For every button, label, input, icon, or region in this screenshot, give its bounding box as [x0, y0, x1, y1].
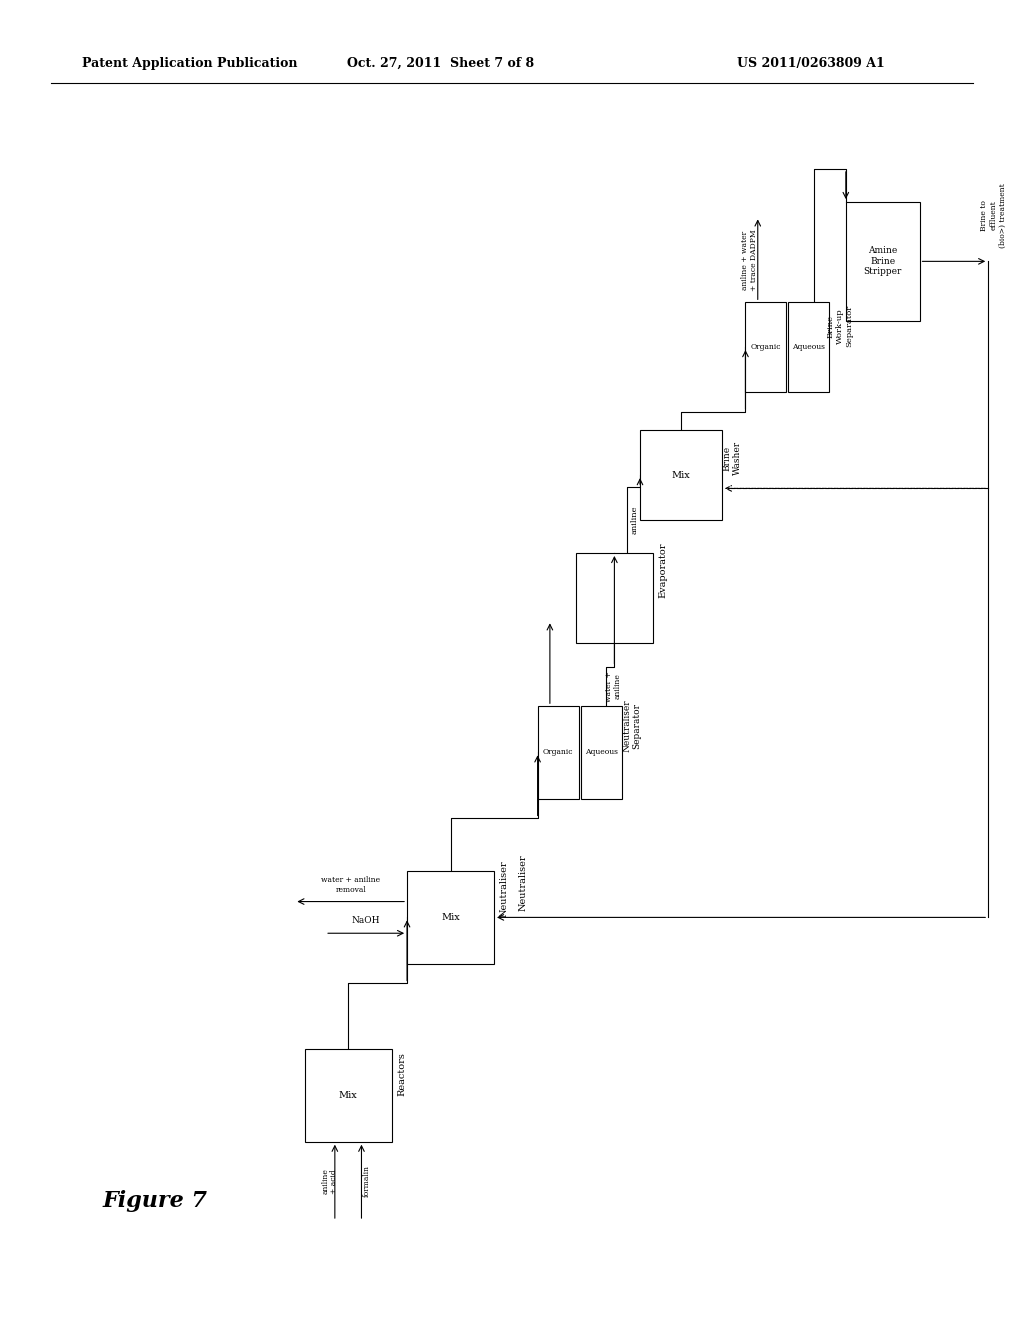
Text: Patent Application Publication: Patent Application Publication — [82, 57, 297, 70]
Text: Neutraliser: Neutraliser — [518, 854, 527, 911]
Text: Aqueous: Aqueous — [585, 748, 617, 756]
Text: Organic: Organic — [543, 748, 573, 756]
Bar — [581, 706, 622, 799]
Text: Mix: Mix — [441, 913, 460, 921]
Text: Figure 7: Figure 7 — [102, 1191, 208, 1212]
Bar — [745, 302, 786, 392]
Text: US 2011/0263809 A1: US 2011/0263809 A1 — [737, 57, 885, 70]
Text: aniline + water
+ trace DADPM: aniline + water + trace DADPM — [741, 230, 758, 290]
Text: formalin: formalin — [362, 1166, 371, 1197]
Bar — [846, 202, 920, 321]
Text: water +
aniline: water + aniline — [605, 671, 622, 702]
Text: Neutraliser: Neutraliser — [500, 861, 509, 917]
Text: Evaporator: Evaporator — [658, 543, 668, 598]
Text: Neutraliser
Separator: Neutraliser Separator — [623, 700, 641, 752]
Bar — [575, 553, 653, 643]
Text: Oct. 27, 2011  Sheet 7 of 8: Oct. 27, 2011 Sheet 7 of 8 — [347, 57, 534, 70]
Text: NaOH: NaOH — [352, 916, 380, 925]
Bar — [538, 706, 579, 799]
Text: aniline
+ acid: aniline + acid — [322, 1168, 338, 1195]
Text: Amine
Brine
Stripper: Amine Brine Stripper — [863, 247, 902, 276]
Text: Mix: Mix — [672, 471, 690, 479]
Bar — [788, 302, 829, 392]
Text: Brine to
effluent
(bio>) treatment: Brine to effluent (bio>) treatment — [980, 182, 1007, 248]
Text: Brine
Work-up
Separator: Brine Work-up Separator — [826, 305, 853, 347]
Bar — [408, 871, 495, 964]
Bar — [640, 430, 722, 520]
Text: Aqueous: Aqueous — [793, 343, 825, 351]
Text: water + aniline
removal: water + aniline removal — [322, 876, 380, 894]
Text: Brine
Washer: Brine Washer — [723, 441, 741, 475]
Text: Mix: Mix — [339, 1092, 357, 1100]
Text: Reactors: Reactors — [397, 1052, 407, 1096]
Bar — [305, 1049, 392, 1142]
Text: Organic: Organic — [751, 343, 781, 351]
Text: aniline: aniline — [631, 506, 639, 535]
